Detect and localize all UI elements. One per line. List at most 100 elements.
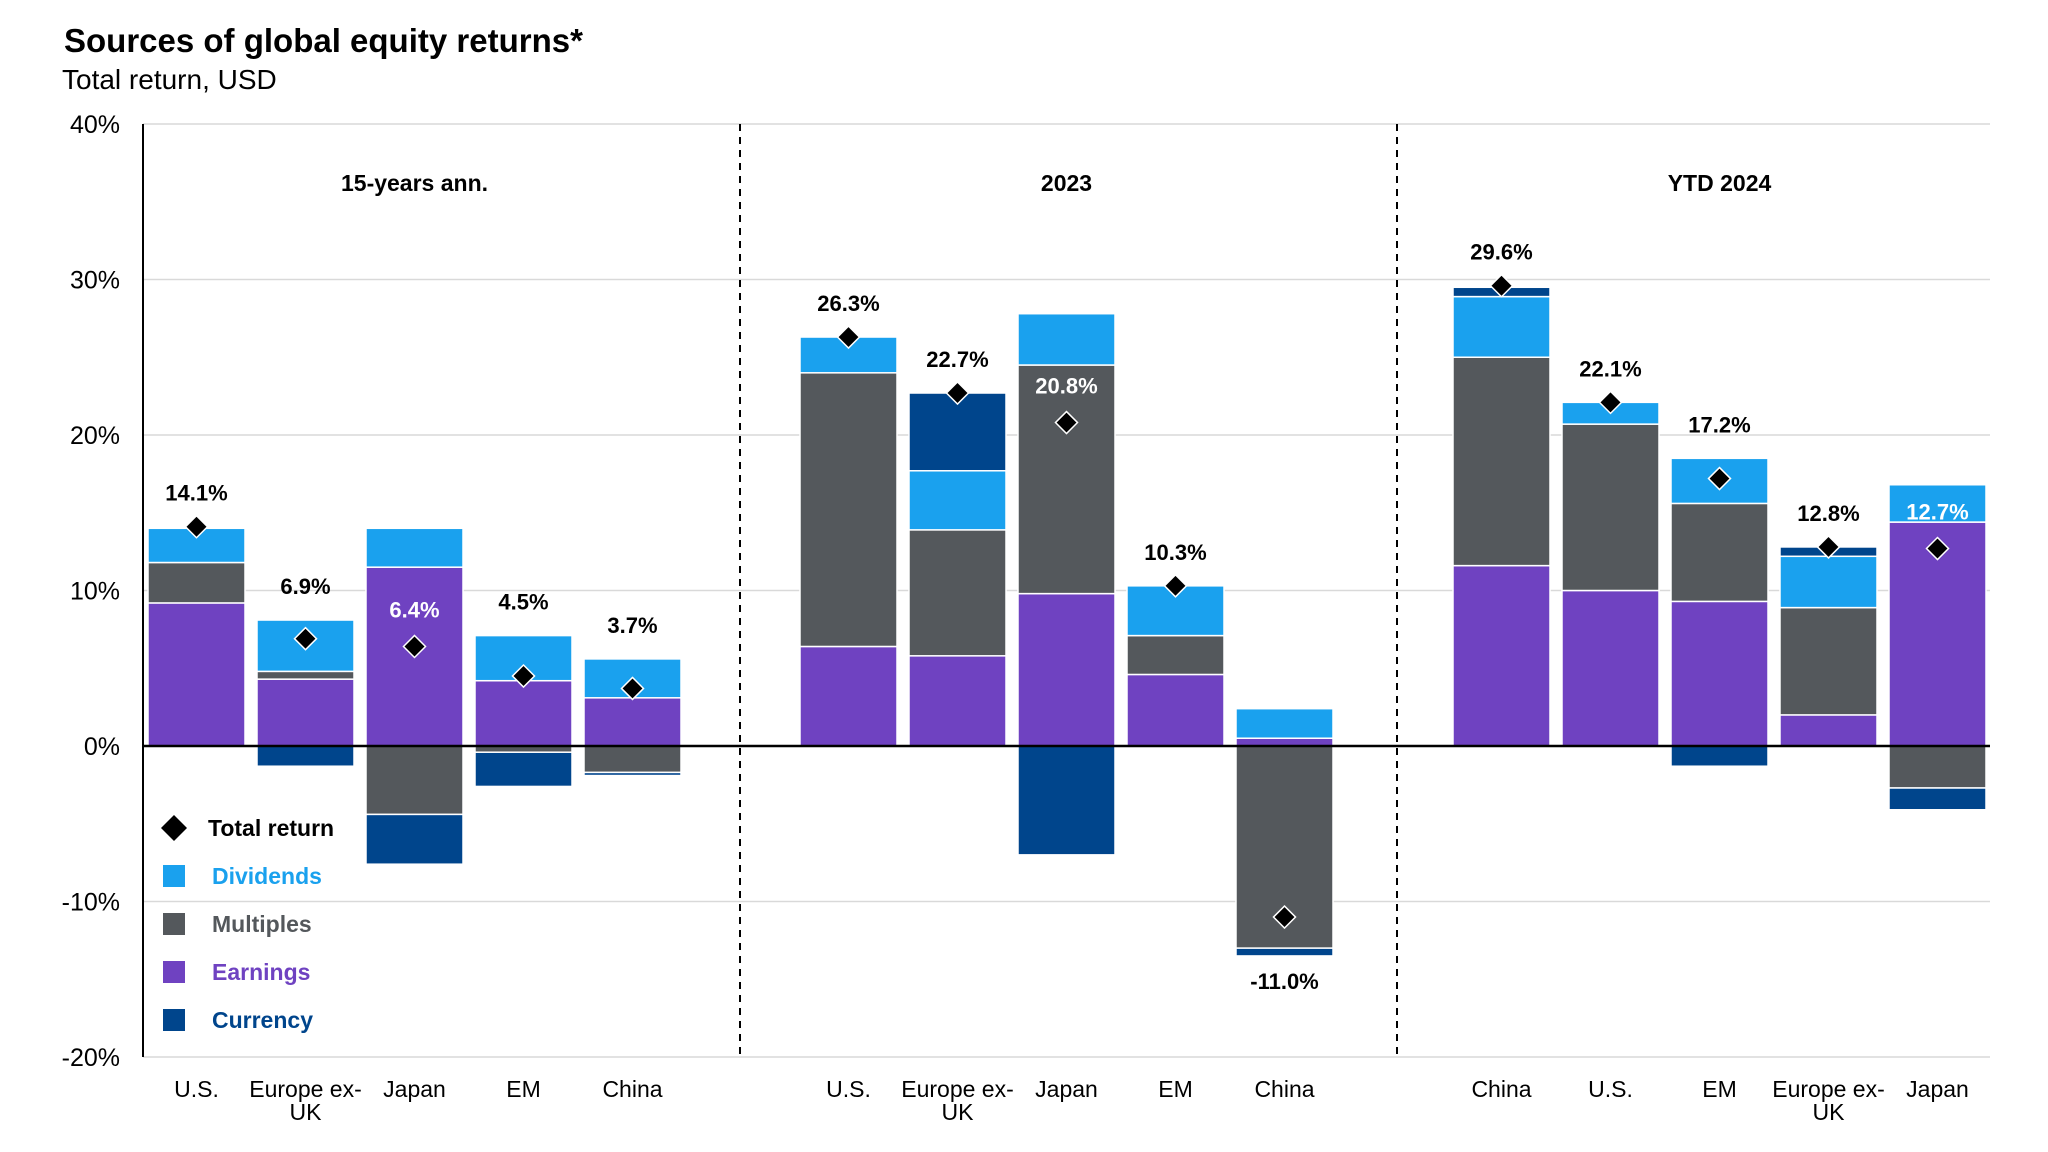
total-return-label: 12.8% — [1797, 501, 1859, 526]
x-tick-label: U.S. — [1588, 1076, 1633, 1102]
bar-segment-multiples — [1670, 502, 1769, 603]
bar-segment-dividends — [1452, 295, 1551, 359]
total-return-marker — [1925, 536, 1950, 561]
bar-segment-multiples — [908, 529, 1007, 657]
bar-segment-earnings — [474, 679, 573, 747]
total-return-label: 20.8% — [1035, 374, 1097, 399]
bar-segment-earnings — [1670, 600, 1769, 747]
legend-total-label: Total return — [208, 815, 334, 841]
x-tick-label: UK — [942, 1099, 975, 1125]
total-return-marker — [1816, 534, 1841, 560]
x-tick-label: Europe ex- — [901, 1076, 1014, 1102]
x-tick-label: China — [1471, 1076, 1531, 1102]
bar-segment-currency — [1670, 745, 1769, 767]
total-return-marker — [1272, 904, 1297, 930]
group-title: YTD 2024 — [1668, 170, 1772, 196]
x-tick-label: Japan — [1035, 1076, 1098, 1102]
y-tick-label: 10% — [70, 578, 120, 606]
legend-label-dividends: Dividends — [212, 863, 322, 889]
legend-label-earnings: Earnings — [212, 959, 310, 985]
bar-segment-earnings — [1779, 714, 1878, 747]
total-return-label: -11.0% — [1250, 969, 1319, 994]
bar-segment-earnings — [1126, 673, 1225, 747]
y-tick-label: 30% — [70, 267, 120, 295]
chart-title: Sources of global equity returns* — [64, 22, 583, 59]
total-return-marker — [1598, 390, 1623, 415]
x-tick-label: UK — [1813, 1099, 1846, 1125]
bar-segment-multiples — [1017, 364, 1116, 595]
x-tick-label: UK — [290, 1099, 323, 1125]
bar-segment-multiples — [1126, 634, 1225, 676]
legend-swatch-earnings — [163, 961, 185, 983]
bar-segment-currency — [1017, 745, 1116, 856]
total-return-label: 29.6% — [1470, 240, 1532, 265]
bar-segment-dividends — [1779, 555, 1878, 609]
group-title: 15-years ann. — [341, 170, 488, 196]
total-return-marker — [511, 663, 536, 689]
y-tick-label: -20% — [62, 1044, 120, 1072]
total-return-marker — [184, 514, 209, 539]
bar-segment-currency — [474, 751, 573, 788]
x-tick-label: Japan — [1906, 1076, 1969, 1102]
total-return-label: 6.9% — [280, 574, 330, 599]
bar-segment-currency — [1235, 947, 1334, 957]
total-return-marker — [1489, 273, 1514, 298]
total-return-label: 4.5% — [498, 590, 548, 615]
x-tick-label: EM — [1702, 1076, 1737, 1102]
total-return-label: 26.3% — [817, 291, 879, 316]
total-return-label: 3.7% — [607, 613, 657, 638]
legend-label-multiples: Multiples — [212, 911, 312, 937]
bar-segment-earnings — [583, 697, 682, 747]
total-return-label: 17.2% — [1688, 412, 1750, 437]
bar-segment-dividends — [908, 470, 1007, 531]
x-tick-label: U.S. — [174, 1076, 219, 1102]
bar-segment-dividends — [1235, 707, 1334, 739]
total-return-label: 14.1% — [165, 481, 227, 506]
bar-segment-currency — [908, 392, 1007, 472]
bar-segment-dividends — [1888, 484, 1987, 523]
bar-segment-multiples — [583, 745, 682, 774]
bar-segment-multiples — [799, 372, 898, 648]
x-tick-label: Europe ex- — [1772, 1076, 1885, 1102]
x-tick-label: China — [1254, 1076, 1314, 1102]
total-return-label: 12.7% — [1906, 500, 1968, 525]
legend-label-currency: Currency — [212, 1007, 313, 1033]
x-tick-label: China — [602, 1076, 662, 1102]
x-tick-label: U.S. — [826, 1076, 871, 1102]
bar-segment-earnings — [147, 602, 246, 747]
y-tick-label: 40% — [70, 111, 120, 139]
bar-segment-dividends — [1017, 312, 1116, 366]
bar-segment-earnings — [908, 655, 1007, 747]
bar-segment-earnings — [1561, 589, 1660, 747]
bar-segment-multiples — [365, 745, 464, 816]
bar-segment-earnings — [1017, 592, 1116, 747]
legend-total-marker — [161, 815, 187, 841]
x-tick-label: EM — [1158, 1076, 1193, 1102]
total-return-marker — [1054, 410, 1079, 435]
y-tick-label: -10% — [62, 889, 120, 917]
total-return-marker — [1707, 466, 1732, 491]
bar-segment-multiples — [147, 561, 246, 604]
bar-segment-earnings — [1452, 564, 1551, 747]
bar-segment-dividends — [147, 527, 246, 564]
y-tick-label: 20% — [70, 422, 120, 450]
total-return-label: 6.4% — [389, 597, 439, 622]
bar-segment-currency — [583, 771, 682, 777]
bar-segment-earnings — [256, 678, 355, 747]
total-return-label: 10.3% — [1144, 540, 1206, 565]
legend-swatch-dividends — [163, 865, 185, 887]
bar-segment-multiples — [256, 670, 355, 680]
bar-segment-multiples — [1779, 606, 1878, 716]
total-return-marker — [836, 324, 861, 350]
total-return-marker — [1163, 573, 1188, 598]
total-return-marker — [620, 676, 645, 701]
group-title: 2023 — [1041, 170, 1092, 196]
bar-segment-earnings — [799, 645, 898, 747]
total-return-marker — [945, 380, 970, 406]
x-tick-label: EM — [506, 1076, 541, 1102]
legend-swatch-currency — [163, 1009, 185, 1031]
bar-segment-currency — [1888, 787, 1987, 811]
total-return-label: 22.1% — [1579, 356, 1641, 381]
